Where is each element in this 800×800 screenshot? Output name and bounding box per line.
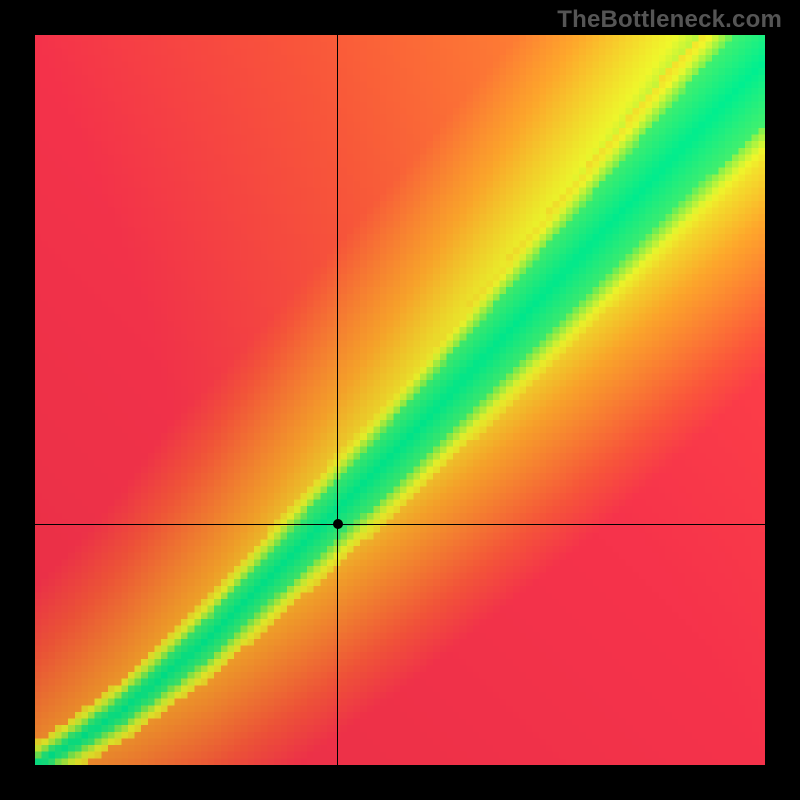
crosshair-vertical bbox=[337, 35, 338, 765]
chart-frame: TheBottleneck.com bbox=[0, 0, 800, 800]
crosshair-horizontal bbox=[35, 524, 765, 525]
watermark-text: TheBottleneck.com bbox=[557, 6, 782, 34]
bottleneck-heatmap bbox=[35, 35, 765, 765]
crosshair-marker-dot bbox=[333, 519, 343, 529]
